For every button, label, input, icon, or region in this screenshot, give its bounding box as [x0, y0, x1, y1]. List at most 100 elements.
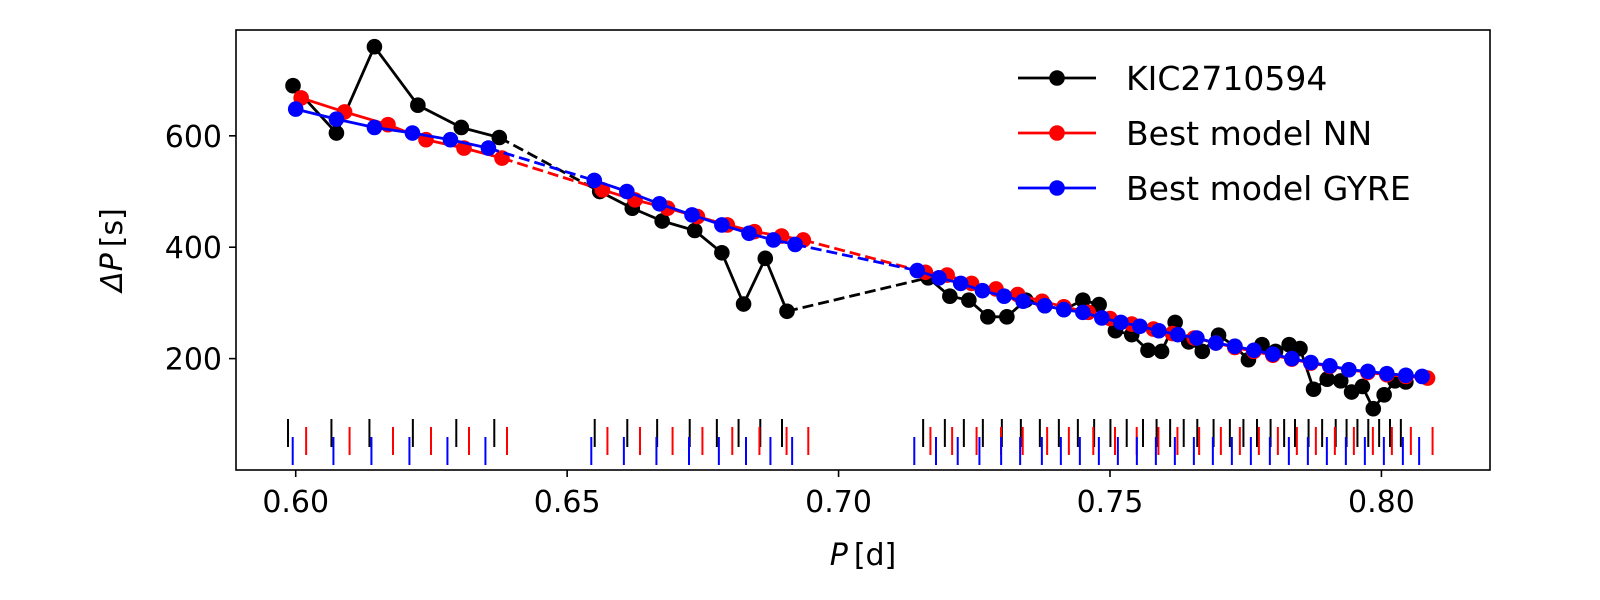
data-point [735, 296, 752, 312]
data-point [1398, 367, 1414, 384]
data-point [328, 111, 345, 127]
y-axis-symbol: ΔP [95, 252, 130, 294]
data-point [1113, 314, 1129, 331]
data-point [1208, 335, 1224, 351]
data-point [714, 217, 730, 233]
data-point [999, 309, 1015, 325]
data-point [1094, 310, 1110, 326]
data-point [1194, 343, 1211, 360]
y-tick-label: 200 [165, 343, 222, 378]
data-point [779, 303, 795, 320]
data-point [480, 140, 497, 156]
data-point [1319, 371, 1335, 388]
legend: KIC2710594 Best model NN Best model GYRE [1018, 59, 1411, 208]
data-point [366, 119, 383, 136]
data-point [328, 125, 345, 141]
data-point [410, 97, 426, 113]
data-point [1075, 304, 1091, 321]
data-point [765, 232, 782, 248]
data-point [285, 77, 301, 94]
data-point [453, 119, 470, 136]
series-gap-dashed-line [487, 146, 595, 182]
data-point [996, 288, 1012, 305]
data-point [757, 250, 774, 267]
data-point [1332, 373, 1349, 389]
data-point [942, 288, 958, 305]
data-point [1091, 296, 1107, 313]
axis-ticks: 0.60 0.65 0.70 0.75 0.80 200 400 600 [165, 120, 1415, 520]
data-point [404, 125, 421, 141]
data-point [1075, 292, 1091, 308]
x-axis-unit: [d] [854, 538, 896, 573]
data-point [686, 222, 703, 239]
plot-frame [235, 29, 1491, 471]
x-axis-symbol: P [830, 538, 849, 573]
data-point [651, 195, 668, 212]
data-point [1227, 338, 1243, 355]
data-point [1153, 343, 1170, 360]
data-point [1354, 378, 1371, 395]
data-point [619, 183, 635, 200]
x-tick-label: 0.80 [1348, 485, 1415, 520]
data-point [1322, 358, 1338, 374]
legend-marker [1049, 70, 1065, 86]
series-gap-dashed-line [786, 276, 929, 313]
series-group [287, 101, 1430, 385]
series-gap-dashed-line [794, 243, 918, 272]
data-point [974, 282, 991, 299]
data-point [952, 275, 969, 292]
data-point [1284, 350, 1300, 367]
data-point [714, 244, 730, 261]
y-axis-unit: [s] [95, 208, 130, 247]
data-point [1056, 301, 1072, 318]
data-point [1265, 346, 1281, 362]
data-point [741, 225, 757, 242]
data-point [1132, 318, 1148, 335]
data-point [1037, 297, 1053, 314]
legend-label: KIC2710594 [1126, 59, 1327, 98]
data-point [442, 131, 459, 148]
data-point [1015, 293, 1031, 310]
legend-label: Best model NN [1126, 114, 1372, 153]
data-point [1151, 322, 1167, 339]
data-point [1170, 326, 1186, 343]
y-tick-label: 400 [165, 231, 222, 266]
legend-label: Best model GYRE [1126, 169, 1411, 208]
data-point [1365, 400, 1382, 417]
x-tick-label: 0.60 [262, 485, 329, 520]
data-point [1140, 342, 1156, 359]
data-point [1414, 368, 1430, 385]
data-point [287, 101, 304, 117]
series-gap-dashed-line [498, 136, 601, 193]
x-tick-label: 0.75 [1077, 485, 1144, 520]
data-point [787, 236, 803, 253]
y-tick-label: 600 [165, 120, 222, 155]
legend-marker [1049, 125, 1065, 141]
data-point [684, 207, 700, 223]
x-tick-label: 0.70 [805, 485, 872, 520]
data-point [1341, 361, 1357, 378]
period-marks [287, 419, 1434, 465]
data-point [366, 38, 383, 55]
x-tick-label: 0.65 [534, 485, 601, 520]
data-point [931, 270, 947, 286]
data-point [1303, 354, 1319, 371]
data-point [1379, 365, 1395, 382]
data-point [1305, 381, 1322, 398]
data-point [961, 292, 977, 308]
y-axis-label: ΔP [s] [95, 208, 130, 294]
data-point [654, 213, 670, 229]
data-point [1246, 342, 1262, 359]
data-point [980, 309, 996, 325]
series-line [291, 45, 500, 139]
series-gap-dashed-line [501, 156, 603, 192]
data-point [1189, 330, 1205, 346]
data-point [491, 129, 508, 146]
x-axis-label: P [d] [830, 538, 897, 573]
data-point [586, 172, 603, 189]
data-series [285, 38, 1436, 417]
data-point [1376, 387, 1392, 403]
legend-marker [1049, 180, 1065, 196]
data-point [1360, 363, 1376, 380]
